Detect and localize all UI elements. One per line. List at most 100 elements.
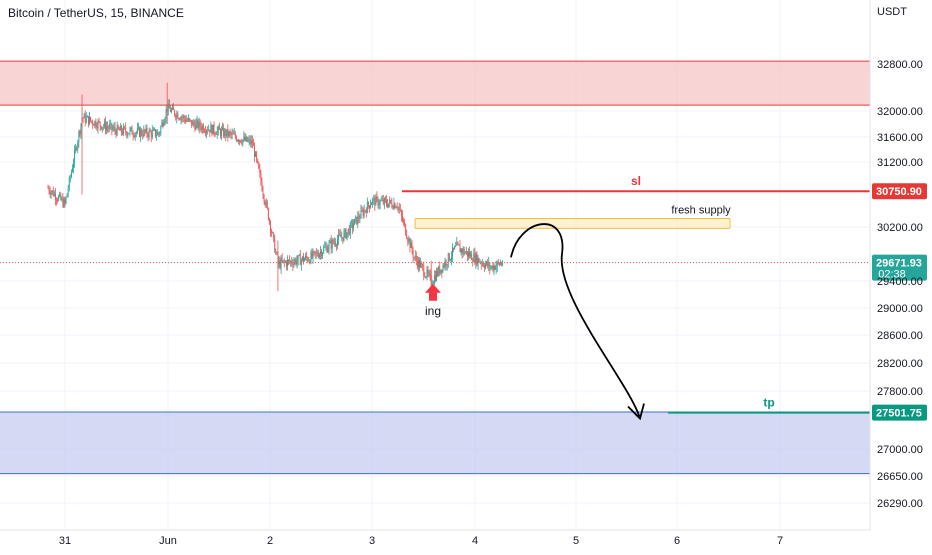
y-tick-label: 26290.00: [877, 498, 923, 510]
candle-body: [438, 266, 440, 276]
candle-body: [280, 258, 282, 269]
candle-body: [131, 127, 133, 135]
candle-body: [199, 121, 201, 128]
candle-body: [219, 129, 221, 136]
candle-body: [412, 250, 414, 258]
candle-body: [184, 118, 186, 122]
fresh-supply-label: fresh supply: [671, 205, 731, 217]
candle-body: [68, 177, 70, 189]
candle-body: [268, 219, 270, 222]
candle-body: [465, 251, 467, 253]
candle-body: [180, 117, 182, 120]
candle-body: [160, 126, 162, 133]
candle-body: [489, 262, 491, 269]
candle-body: [179, 118, 181, 120]
candle-body: [349, 223, 351, 235]
candle-body: [409, 238, 411, 248]
candle-body: [278, 261, 280, 265]
candle-body: [281, 258, 283, 262]
candle-body: [98, 121, 100, 122]
candle-body: [384, 198, 386, 201]
candle-body: [323, 247, 325, 253]
candle-body: [235, 137, 237, 141]
candle-body: [403, 220, 404, 222]
candle-body: [351, 222, 353, 228]
candle-body: [347, 228, 349, 233]
candle-body: [355, 216, 357, 220]
candle-body: [455, 245, 457, 247]
candle-body: [450, 256, 452, 260]
candle-body: [326, 246, 328, 253]
candle-body: [143, 129, 145, 137]
candle-body: [49, 191, 51, 195]
candle-body: [200, 127, 202, 130]
candle-body: [174, 110, 176, 116]
candle-body: [436, 271, 437, 281]
candle-body: [340, 234, 342, 238]
candle-body: [66, 193, 68, 198]
candle-body: [341, 237, 343, 238]
take-profit-price-tag: [872, 404, 927, 421]
annotations: fresh supply ing: [425, 205, 731, 421]
candle-body: [163, 122, 165, 126]
candle-body: [60, 194, 62, 200]
candle-body: [461, 248, 463, 253]
candle-body: [373, 198, 375, 200]
candle-body: [324, 246, 326, 248]
candle-body: [471, 253, 473, 261]
candle-body: [148, 130, 150, 137]
candle-body: [343, 232, 345, 241]
candle-body: [246, 136, 248, 142]
candle-body: [464, 252, 466, 254]
candle-body: [242, 139, 244, 144]
candle-body: [346, 232, 348, 239]
candle-body: [182, 116, 184, 118]
candle-body: [69, 176, 71, 178]
candle-body: [476, 254, 478, 265]
candle-body: [214, 132, 216, 135]
candle-body: [477, 258, 479, 265]
candle-body: [215, 134, 217, 135]
candle-body: [209, 129, 211, 133]
candle-body: [194, 124, 196, 130]
candle-body: [106, 126, 107, 131]
candle-body: [322, 252, 324, 257]
candle-body: [210, 125, 212, 133]
projection-path: [510, 223, 641, 419]
candle-body: [311, 252, 313, 258]
candle-body: [496, 261, 498, 267]
candle-body: [389, 199, 391, 204]
candle-body: [460, 248, 462, 253]
candle-body: [129, 129, 131, 134]
candle-body: [387, 204, 389, 207]
candle-body: [233, 133, 235, 135]
candle-body: [317, 255, 319, 258]
candle-body: [195, 122, 197, 130]
candle-body: [301, 256, 303, 260]
candle-body: [495, 266, 497, 270]
candle-body: [492, 265, 494, 271]
candle-body: [456, 242, 458, 246]
candle-body: [502, 263, 503, 265]
candle-body: [234, 133, 236, 138]
current-price-tag-text: 29671.93: [876, 258, 922, 270]
candle-body: [118, 128, 120, 131]
candle-body: [206, 130, 208, 133]
candle-body: [110, 123, 112, 126]
candle-body: [244, 136, 246, 141]
candle-body: [410, 242, 412, 248]
candle-body: [274, 237, 276, 253]
candle-body: [416, 260, 418, 268]
y-tick-label: 27800.00: [877, 386, 923, 398]
chart-title: Bitcoin / TetherUS, 15, BINANCE: [8, 6, 184, 20]
candle-body: [380, 200, 382, 202]
candle-body: [262, 190, 264, 196]
candle-body: [196, 120, 198, 123]
candles: [47, 82, 503, 298]
candle-body: [250, 140, 252, 144]
candle-body: [357, 215, 359, 225]
candle-body: [271, 231, 272, 233]
candle-body: [105, 121, 106, 131]
